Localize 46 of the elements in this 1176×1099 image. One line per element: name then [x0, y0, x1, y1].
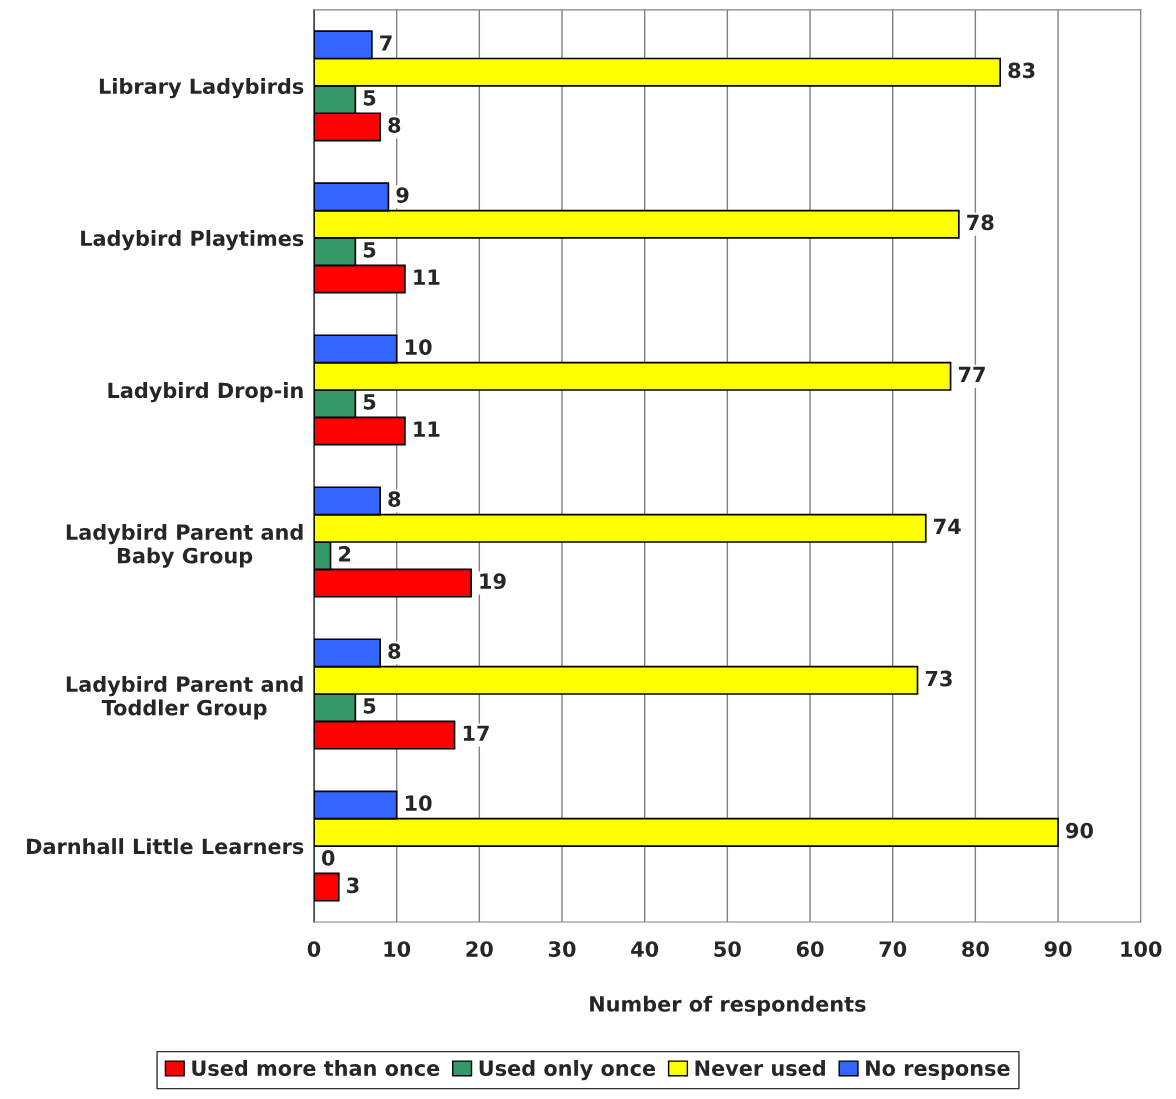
legend-label: Used only once: [479, 1059, 656, 1081]
y-tick-label: Darnhall Little Learners: [27, 838, 304, 855]
data-label: 11: [414, 269, 440, 285]
data-label: 90: [1066, 822, 1093, 839]
y-tick-label: Ladybird Parent and Toddler Group: [66, 675, 303, 720]
legend-label: Used more than once: [192, 1059, 440, 1077]
x-tick-label: 10: [384, 941, 411, 957]
data-label: 9: [396, 187, 409, 203]
data-label: 2: [339, 545, 351, 562]
data-label: 0: [321, 850, 335, 866]
data-label: 8: [388, 117, 401, 133]
data-label: 5: [363, 698, 376, 714]
data-label: 83: [1008, 62, 1035, 79]
data-label: 7: [380, 35, 392, 51]
data-label: 78: [967, 214, 994, 231]
x-tick-label: 80: [962, 941, 989, 957]
x-tick-label: 0: [307, 941, 321, 957]
data-label: 5: [363, 394, 376, 410]
y-tick-label: Library Ladybirds: [99, 77, 304, 99]
data-label: 10: [405, 339, 432, 355]
x-tick-label: 30: [548, 941, 576, 957]
data-label: 11: [414, 421, 440, 437]
data-label: 8: [388, 643, 401, 660]
x-tick-label: 50: [714, 941, 741, 957]
y-tick-label: Ladybird Playtimes: [81, 230, 304, 251]
data-label: 19: [480, 573, 506, 590]
y-tick-label: Ladybird Parent and Baby Group: [66, 523, 303, 568]
x-axis-title: Number of respondents: [590, 995, 866, 1016]
data-label: 5: [363, 90, 376, 106]
data-label: 5: [363, 242, 376, 258]
data-label: 77: [958, 366, 985, 383]
data-label: 3: [347, 877, 359, 894]
data-label: 73: [925, 670, 952, 687]
x-tick-label: 70: [879, 941, 907, 957]
data-label: 10: [405, 795, 432, 812]
data-label: 17: [463, 725, 489, 741]
y-tick-label: Ladybird Drop-in: [108, 382, 303, 403]
data-label: 74: [934, 518, 961, 535]
legend-label: No response: [866, 1060, 1010, 1081]
x-tick-label: 20: [466, 941, 493, 957]
x-tick-label: 100: [1121, 941, 1162, 957]
x-tick-label: 40: [631, 941, 659, 957]
data-label: 8: [388, 491, 401, 507]
x-tick-label: 90: [1044, 941, 1072, 957]
x-tick-label: 60: [796, 941, 824, 957]
legend-label: Never used: [695, 1059, 825, 1077]
